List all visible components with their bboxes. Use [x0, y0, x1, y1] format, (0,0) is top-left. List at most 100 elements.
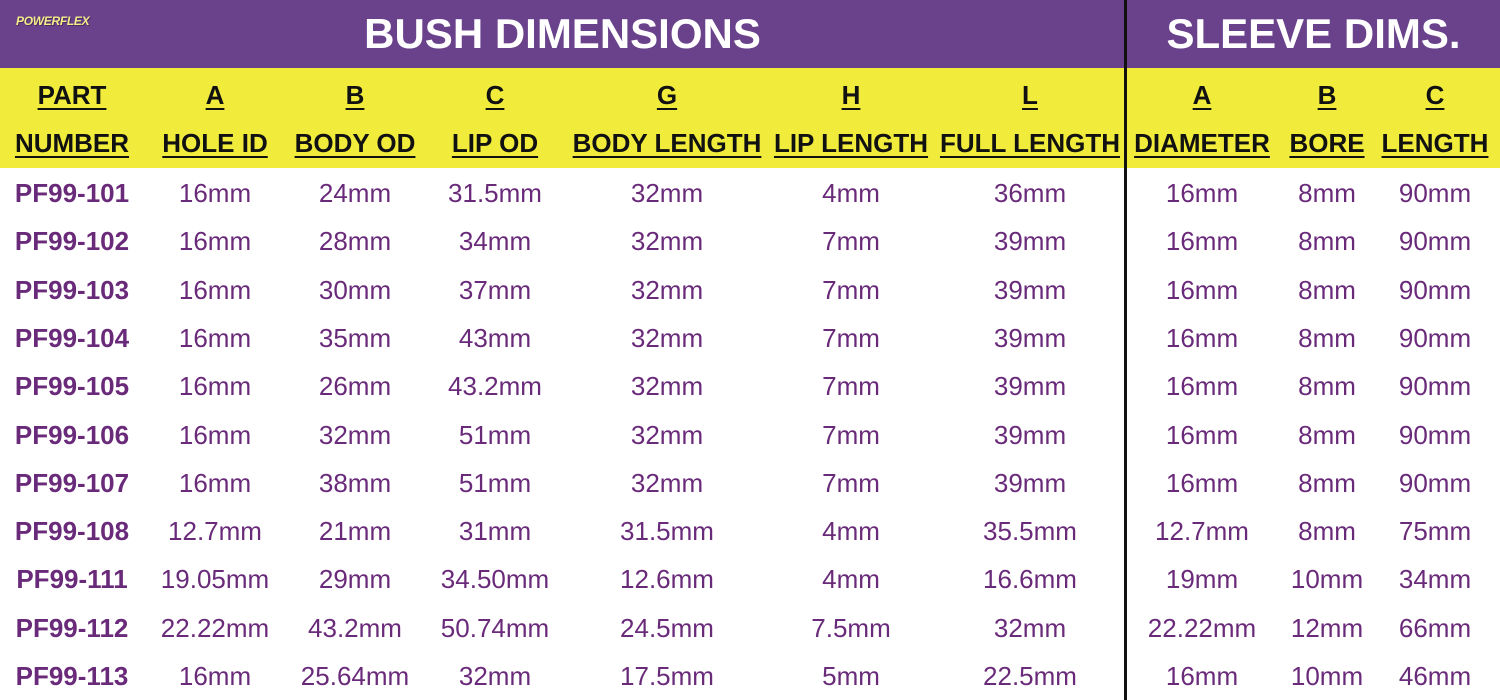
column-header-bottom: DIAMETER [1134, 128, 1270, 158]
column-header-bottom: NUMBER [14, 128, 130, 158]
table-cell: 4mm [822, 178, 880, 208]
column-header-top: PART [37, 80, 107, 110]
table-cell: 34.50mm [440, 564, 550, 595]
table-cell: 7.5mm [811, 612, 891, 643]
table-cell: 16mm [1165, 178, 1239, 208]
sleeve-dims-title: SLEEVE DIMS. [1166, 10, 1461, 57]
column-header-top: C [1425, 80, 1445, 110]
column-header-top: C [485, 80, 505, 110]
table-cell: 7mm [822, 419, 880, 450]
part-number: PF99-112 [15, 612, 129, 643]
column-header-top: L [1022, 80, 1038, 110]
table-cell: 37mm [458, 274, 532, 305]
column-header-bottom: LIP LENGTH [773, 128, 929, 158]
part-number: PF99-105 [14, 371, 130, 402]
table-cell: 12.7mm [1155, 516, 1249, 547]
table-cell: 31.5mm [620, 516, 714, 547]
table-cell: 90mm [1398, 467, 1472, 498]
table-cell: 90mm [1398, 322, 1472, 353]
table-cell: 16mm [1165, 371, 1239, 402]
column-header-top: A [205, 80, 225, 110]
section-divider [1124, 0, 1127, 700]
table-cell: 22.22mm [160, 612, 270, 643]
table-cell: 16mm [178, 178, 252, 208]
column-header-bottom: BORE [1289, 128, 1365, 158]
table-cell: 38mm [318, 467, 392, 498]
part-number: PF99-104 [14, 322, 130, 353]
table-cell: 8mm [1298, 226, 1356, 257]
table-cell: 32mm [630, 226, 704, 257]
table-cell: 24mm [318, 178, 392, 208]
table-cell: 7mm [822, 322, 880, 353]
table-cell: 28mm [318, 226, 392, 257]
table-cell: 31mm [458, 516, 532, 547]
table-cell: 90mm [1398, 274, 1472, 305]
table-cell: 8mm [1298, 322, 1356, 353]
table-cell: 43.2mm [448, 371, 542, 402]
table-cell: 4mm [822, 564, 880, 595]
table-cell: 10mm [1290, 661, 1364, 691]
table-cell: 16mm [1165, 274, 1239, 305]
table-cell: 10mm [1290, 564, 1364, 595]
table-cell: 32mm [630, 178, 704, 208]
column-header-bottom: BODY LENGTH [572, 128, 762, 158]
table-cell: 90mm [1398, 226, 1472, 257]
part-number: PF99-108 [14, 516, 130, 547]
table-cell: 17.5mm [620, 661, 714, 691]
table-cell: 7mm [822, 371, 880, 402]
table-cell: 39mm [993, 467, 1067, 498]
table-cell: 46mm [1398, 661, 1472, 691]
table-cell: 50.74mm [440, 612, 550, 643]
table-cell: 19.05mm [160, 564, 270, 595]
table-cell: 43.2mm [308, 612, 402, 643]
table-cell: 75mm [1398, 516, 1472, 547]
table-cell: 36mm [993, 178, 1067, 208]
table-cell: 19mm [1165, 564, 1239, 595]
table-cell: 7mm [822, 274, 880, 305]
table-cell: 39mm [993, 419, 1067, 450]
part-number: PF99-106 [14, 419, 130, 450]
table-cell: 12.6mm [620, 564, 714, 595]
column-header-band [0, 68, 1500, 168]
table-cell: 51mm [458, 419, 532, 450]
table-cell: 16mm [1165, 419, 1239, 450]
table-cell: 12.7mm [168, 516, 262, 547]
table-cell: 32mm [630, 467, 704, 498]
table-cell: 7mm [822, 467, 880, 498]
table-cell: 32mm [993, 612, 1067, 643]
table-cell: 26mm [318, 371, 392, 402]
table-cell: 35mm [318, 322, 392, 353]
table-cell: 22.5mm [983, 661, 1077, 691]
part-number: PF99-107 [14, 467, 130, 498]
table-cell: 32mm [630, 322, 704, 353]
table-cell: 39mm [993, 371, 1067, 402]
table-cell: 39mm [993, 322, 1067, 353]
table-cell: 8mm [1298, 516, 1356, 547]
table-cell: 31.5mm [448, 178, 542, 208]
column-header-top: B [345, 80, 365, 110]
column-header-bottom: FULL LENGTH [939, 128, 1121, 158]
table-cell: 4mm [822, 516, 880, 547]
table-cell: 16mm [1165, 322, 1239, 353]
table-cell: 30mm [318, 274, 392, 305]
table-cell: 51mm [458, 467, 532, 498]
table-cell: 8mm [1298, 274, 1356, 305]
column-header-bottom: HOLE ID [162, 128, 268, 158]
table-cell: 16mm [178, 226, 252, 257]
table-cell: 66mm [1398, 612, 1472, 643]
column-header-top: H [841, 80, 861, 110]
table-cell: 90mm [1398, 178, 1472, 208]
table-cell: 7mm [822, 226, 880, 257]
table-cell: 34mm [458, 226, 532, 257]
table-cell: 16mm [178, 419, 252, 450]
part-number: PF99-103 [14, 274, 130, 305]
table-cell: 34mm [1398, 564, 1472, 595]
table-cell: 32mm [630, 371, 704, 402]
powerflex-logo: POWERFLEX [16, 14, 90, 28]
table-cell: 25.64mm [300, 661, 410, 691]
part-number: PF99-101 [14, 178, 130, 208]
column-header-top: A [1192, 80, 1212, 110]
table-cell: 29mm [318, 564, 392, 595]
table-cell: 32mm [630, 419, 704, 450]
part-number: PF99-113 [15, 661, 129, 691]
